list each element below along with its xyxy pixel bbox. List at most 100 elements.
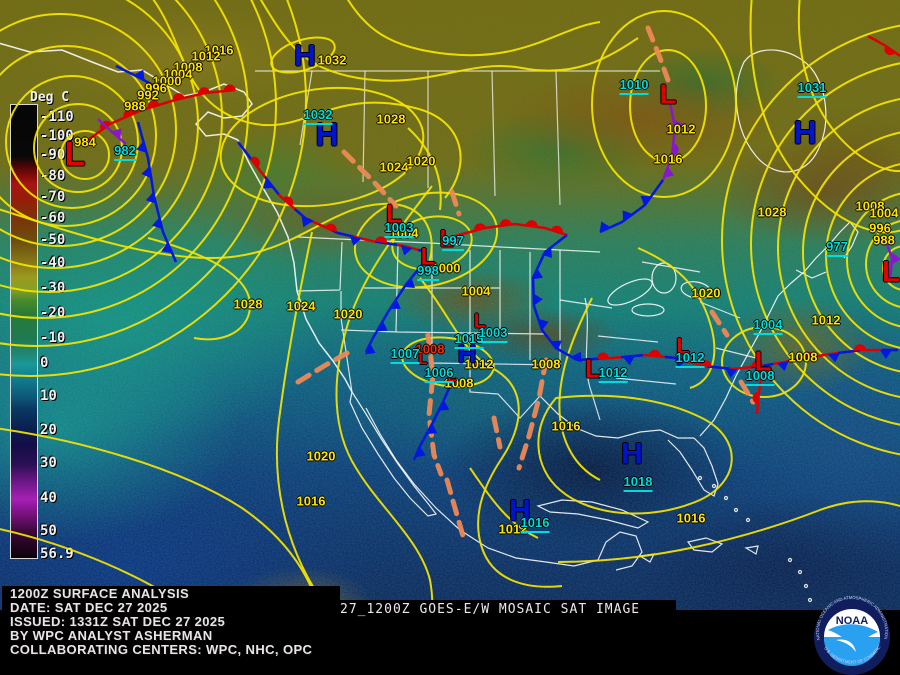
front-pip — [853, 344, 866, 352]
front-pip — [551, 225, 563, 234]
center-pressure-label: 1015 — [454, 331, 484, 349]
front-pip — [596, 352, 609, 359]
isobar-label: 1012 — [811, 312, 841, 328]
front-pip — [198, 87, 210, 95]
cold-front — [599, 179, 665, 234]
colorbar-tick-label: 0 — [40, 355, 49, 371]
front-pip — [390, 298, 401, 309]
center-pressure-label: 1003 — [478, 325, 508, 343]
center-pressure-label: 977 — [826, 239, 848, 257]
warm-front — [752, 371, 764, 415]
noaa-logo-text: NOAA — [836, 615, 868, 627]
front-pip — [802, 351, 815, 359]
isobar-label: 1016 — [676, 510, 706, 526]
colorbar-tick-label: -90 — [40, 147, 66, 163]
front-pip — [325, 223, 337, 233]
isobar-label: 996 — [145, 80, 167, 96]
isobar-label: 1000 — [431, 260, 461, 276]
front-pip — [828, 352, 841, 363]
isobar-label: 1004 — [869, 205, 899, 221]
front-pip — [152, 217, 163, 230]
front-pip — [622, 210, 633, 222]
colorbar-tick-label: -80 — [40, 168, 66, 184]
high-center: H — [294, 39, 316, 73]
trough-line — [709, 309, 730, 338]
isobar-label: 988 — [124, 98, 146, 114]
front-pip — [533, 293, 543, 306]
front-pip — [376, 320, 388, 332]
front-pip — [884, 45, 896, 56]
isobar-label: 1020 — [306, 448, 336, 464]
isobar-label: 1000 — [152, 73, 182, 89]
front-pip — [141, 166, 152, 179]
front-pip — [161, 242, 173, 254]
center-pressure-label: 1003 — [384, 220, 414, 238]
high-center: H — [621, 437, 643, 471]
front-pip — [752, 391, 760, 404]
colorbar-tick-label: -70 — [40, 189, 66, 205]
center-pressure-label: 982 — [114, 143, 136, 161]
low-center: L — [420, 243, 436, 271]
temperature-colorbar — [10, 104, 38, 559]
front-pip — [499, 219, 512, 227]
center-pressure-label: 1032 — [303, 107, 333, 125]
analysis-metadata-line: ISSUED: 1331Z SAT DEC 27 2025 — [10, 614, 226, 629]
center-pressure-label: 997 — [442, 233, 464, 251]
low-center: L — [386, 198, 402, 229]
high-center: H — [457, 338, 477, 369]
center-pressure-label: 1008 — [745, 368, 775, 386]
colorbar-tick-label: 40 — [40, 490, 57, 506]
front-pip — [622, 355, 635, 366]
trough-lines — [295, 25, 756, 539]
center-pressure-label: 1016 — [520, 515, 550, 533]
center-pressure-label: 1031 — [797, 80, 827, 98]
trough-line — [449, 189, 462, 217]
front-pip — [301, 216, 313, 228]
front-pip — [349, 235, 362, 246]
footer-left-black-box — [2, 586, 340, 614]
low-center: L — [659, 78, 677, 110]
isobar-label: 996 — [869, 220, 891, 236]
satellite-image-caption: 27_1200Z GOES-E/W MOSAIC SAT IMAGE — [340, 602, 641, 617]
center-pressure-label: 1012 — [675, 350, 705, 368]
center-pressure-label: 1006 — [424, 365, 454, 383]
front-pip — [172, 93, 185, 101]
front-pip — [426, 423, 438, 435]
center-pressure-label: 1012 — [598, 365, 628, 383]
isobar-label: 1020 — [406, 153, 436, 169]
center-pressure-label: 998 — [417, 263, 439, 281]
isobar-label: 1008 — [444, 375, 474, 391]
isobar-label: 1016 — [204, 42, 234, 58]
isobar-label: 1024 — [286, 298, 316, 314]
trough-line — [425, 332, 444, 477]
colorbar-tick-label: 20 — [40, 422, 57, 438]
colorbar-tick-label: 30 — [40, 455, 57, 471]
low-center: L — [754, 345, 772, 377]
isobar-label: 1008 — [531, 356, 561, 372]
isobar-label: 1020 — [333, 306, 363, 322]
front-pip — [648, 349, 661, 357]
low-center: L — [439, 225, 455, 253]
front-pip — [599, 221, 611, 233]
isobar-label: 1028 — [757, 204, 787, 220]
isobar-label: 1028 — [233, 296, 263, 312]
isobar-label: 1008 — [855, 198, 885, 214]
front-pip — [671, 143, 679, 156]
stationary-front — [237, 141, 427, 256]
occluded-front — [882, 235, 900, 283]
isobar-label: 1028 — [376, 111, 406, 127]
center-pressure-label: 1010 — [619, 77, 649, 95]
front-pip — [133, 69, 145, 81]
front-pip — [111, 128, 122, 140]
front-pip — [550, 340, 562, 351]
colorbar-tick-label: -60 — [40, 210, 66, 226]
isobar-label: 988 — [873, 232, 895, 248]
trough-line — [444, 477, 466, 539]
low-center: L — [473, 310, 487, 333]
isobar-label: 1032 — [317, 52, 347, 68]
isobar-label: 1008 — [173, 59, 203, 75]
front-pip — [879, 350, 892, 359]
front-pip — [474, 223, 486, 231]
front-pip — [145, 192, 156, 204]
